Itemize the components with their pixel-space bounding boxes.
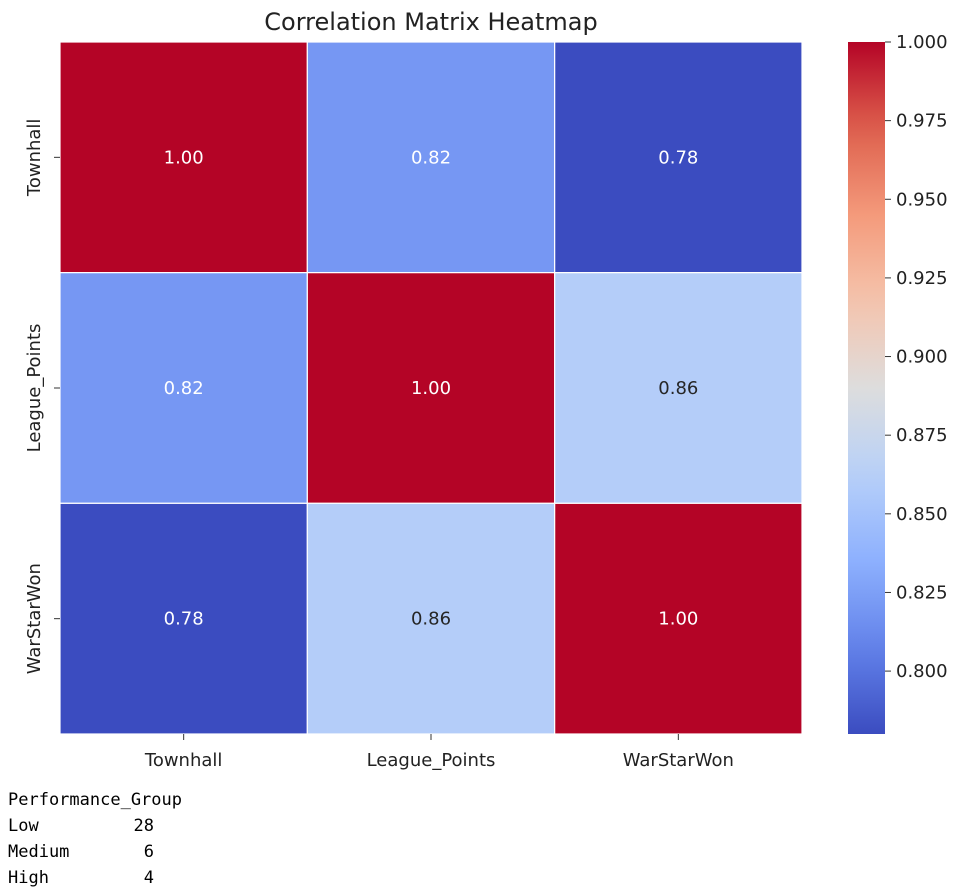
colorbar-tick-label: 0.825 — [896, 582, 948, 603]
output-row-name: Medium — [8, 842, 70, 862]
output-row: Medium 6 — [8, 839, 182, 865]
cell-value-label: 0.78 — [164, 609, 204, 630]
colorbar-tick-label: 0.850 — [896, 504, 948, 525]
cell-value-label: 0.86 — [658, 378, 698, 399]
cell-value-label: 0.82 — [164, 378, 204, 399]
output-row-name: High — [8, 868, 49, 888]
heatmap-cell — [59, 502, 308, 735]
heatmap-cell — [554, 272, 803, 504]
colorbar-axis: 0.800 0.825 0.850 0.875 0.900 0.925 0.950 0.975… — [885, 32, 948, 682]
x-axis: Townhall League_Points WarStarWon — [144, 734, 734, 771]
heatmap-cell — [306, 272, 556, 504]
cell-annotations: 1.00 0.82 0.78 0.82 1.00 0.86 0.78 0.86 1.00 — [164, 147, 699, 629]
colorbar-tick-label: 0.875 — [896, 425, 948, 446]
cell-value-label: 0.86 — [411, 609, 451, 630]
colorbar-tick-label: 0.800 — [896, 661, 948, 682]
cell-value-label: 0.82 — [411, 147, 451, 168]
cell-value-label: 1.00 — [658, 609, 698, 630]
output-row-value: 6 — [143, 842, 154, 862]
y-tick-label: WarStarWon — [24, 563, 45, 674]
output-row-value: 28 — [133, 816, 154, 836]
heatmap-chart: Correlation Matrix Heatmap 1.00 0.82 0.78 0… — [24, 8, 948, 771]
x-tick-label: Townhall — [144, 750, 223, 771]
printed-output: Performance_Group Low 28 Medium 6 High 4 — [8, 787, 182, 891]
heatmap-cell — [59, 41, 308, 274]
heatmap-cell — [554, 41, 803, 274]
heatmap-cell — [306, 41, 556, 274]
x-tick-label: WarStarWon — [623, 750, 734, 771]
output-rows: Low 28 Medium 6 High 4 — [8, 813, 182, 891]
output-header: Performance_Group — [8, 790, 182, 810]
x-tick-label: League_Points — [367, 750, 496, 771]
cell-value-label: 1.00 — [411, 378, 451, 399]
heatmap-cell — [59, 272, 308, 504]
heatmap-cell — [306, 502, 556, 735]
chart-title: Correlation Matrix Heatmap — [264, 8, 597, 36]
cell-value-label: 1.00 — [164, 147, 204, 168]
output-row: Low 28 — [8, 813, 182, 839]
colorbar-tick-label: 0.975 — [896, 111, 948, 132]
y-tick-label: League_Points — [24, 324, 45, 453]
colorbar-tick-label: 1.000 — [896, 32, 948, 53]
heatmap-cells — [59, 41, 803, 735]
y-axis: Townhall League_Points WarStarWon — [24, 119, 60, 674]
colorbar-tick-label: 0.925 — [896, 268, 948, 289]
output-row-value: 4 — [143, 868, 154, 888]
output-row: High 4 — [8, 865, 182, 891]
colorbar-tick-label: 0.950 — [896, 189, 948, 210]
output-row-name: Low — [8, 816, 39, 836]
colorbar — [848, 42, 885, 734]
cell-value-label: 0.78 — [658, 147, 698, 168]
colorbar-tick-label: 0.900 — [896, 347, 948, 368]
y-tick-label: Townhall — [24, 119, 45, 198]
